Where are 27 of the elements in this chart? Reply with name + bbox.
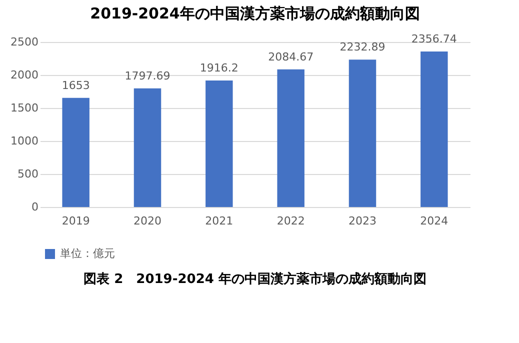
y-tick-label: 1000 [10, 134, 38, 148]
x-tick-label: 2021 [205, 214, 234, 228]
bar [206, 80, 233, 207]
y-tick-label: 2000 [10, 68, 38, 82]
data-label: 1653 [62, 78, 90, 92]
bar [348, 60, 376, 207]
bar [277, 69, 304, 207]
y-tick-label: 1500 [10, 102, 38, 114]
data-label: 1916.2 [200, 62, 238, 75]
y-tick-label: 500 [18, 168, 38, 180]
x-tick-label: 2023 [348, 214, 376, 228]
data-label: 2356.74 [411, 32, 457, 46]
data-label: 2232.89 [340, 40, 386, 54]
data-label: 1797.69 [124, 69, 170, 82]
chart-title: 2019-2024年の中国漢方薬市場の成約額動向図 [90, 4, 420, 22]
bar [420, 51, 448, 207]
bar [134, 88, 162, 207]
x-tick-label: 2019 [62, 214, 90, 228]
x-tick-label: 2022 [276, 214, 305, 228]
text: 図表 2 2019-2024 年の中国漢方薬市場の成約額動向図 [84, 271, 426, 287]
data-label: 2084.67 [268, 50, 314, 64]
legend-label: 単位：億元 [60, 247, 115, 260]
bar [62, 98, 90, 207]
y-tick-label: 2500 [10, 36, 38, 48]
x-tick-label: 2020 [134, 214, 162, 228]
x-tick-label: 2024 [420, 214, 448, 228]
y-tick-label: 0 [32, 200, 38, 214]
